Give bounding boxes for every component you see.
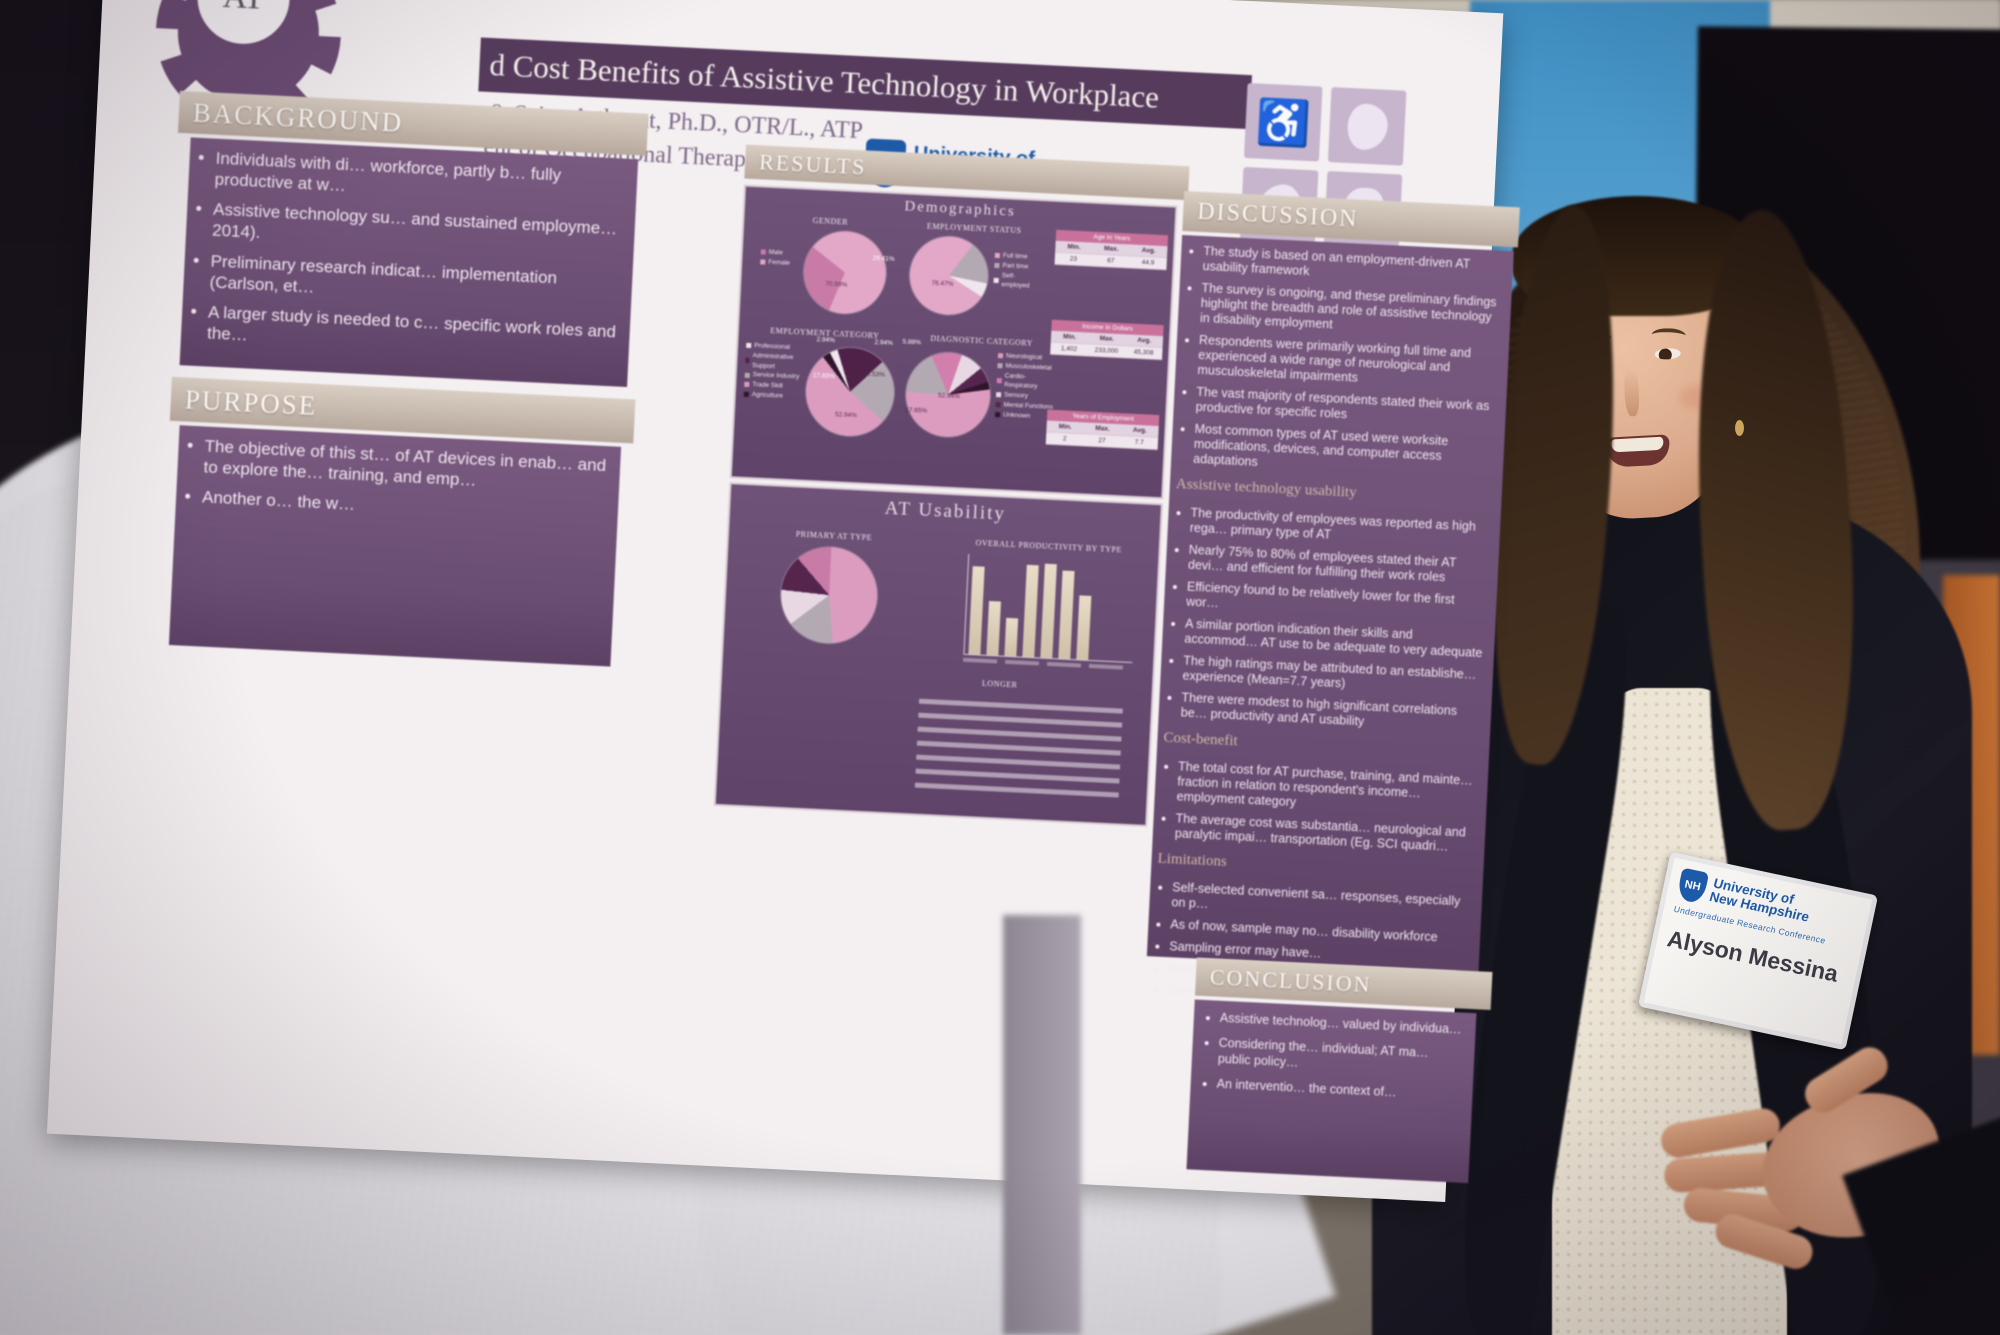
age-table: Age In Years Min. Max. Avg. 23 67 44.9 bbox=[1054, 229, 1169, 271]
productivity-bar-chart bbox=[963, 553, 1138, 664]
background-section: Individuals with di… workforce, partly b… bbox=[179, 137, 639, 388]
bullet: Individuals with di… workforce, partly b… bbox=[214, 149, 626, 210]
diagnostic-category-chart: DIAGNOSTIC CATEGORY Neurological Musculo… bbox=[901, 333, 1057, 442]
bullet: The high ratings may be attributed to an… bbox=[1182, 654, 1485, 699]
employment-status-chart: EMPLOYMENT STATUS Full time Part time Se… bbox=[894, 220, 1044, 330]
bullet: Efficiency found to be relatively lower … bbox=[1186, 580, 1489, 625]
employment-status-legend: Full time Part time Self-employed bbox=[993, 251, 1043, 292]
bullet: There were modest to high significant co… bbox=[1180, 690, 1483, 735]
bullet: Assistive technology su… and sustained e… bbox=[212, 200, 624, 261]
smiling-mouth bbox=[1605, 434, 1671, 468]
unh-shield-icon: NH bbox=[1676, 867, 1710, 905]
nose bbox=[1623, 367, 1640, 417]
purpose-section: The objective of this st… of AT devices … bbox=[168, 425, 622, 667]
earring bbox=[1735, 420, 1744, 436]
bullet: Assistive technolog… valued by individua… bbox=[1220, 1011, 1464, 1038]
hand-icon bbox=[1327, 87, 1407, 166]
bullet: Most common types of AT used were worksi… bbox=[1193, 422, 1497, 482]
demographics-panel: Demographics GENDER Male Female 70.59% 2… bbox=[729, 184, 1178, 500]
productivity-chart-title: OVERALL PRODUCTIVITY BY TYPE bbox=[975, 538, 1123, 555]
poster-stand-edge bbox=[1003, 915, 1081, 1335]
eye bbox=[1654, 347, 1681, 361]
research-poster: AT d Cost Benefits of Assistive Technolo… bbox=[46, 0, 1520, 1202]
employment-category-chart: EMPLOYMENT CATEGORY Professional Adminis… bbox=[743, 325, 910, 452]
bullet: Self-selected convenient sa… responses, … bbox=[1171, 880, 1474, 925]
discussion-section: The study is based on an employment-driv… bbox=[1146, 234, 1514, 1005]
conclusion-section: Assistive technolog… valued by individua… bbox=[1186, 999, 1477, 1184]
bullet: Nearly 75% to 80% of employees stated th… bbox=[1188, 543, 1491, 588]
bullet: An interventio… the context of… bbox=[1216, 1076, 1460, 1103]
employment-category-pie bbox=[790, 332, 910, 452]
income-table: Income In Dollars Min. Max. Avg. 1,402 233,… bbox=[1050, 319, 1164, 361]
likert-title-fragment: LONGER bbox=[981, 678, 1018, 690]
eyebrow bbox=[1651, 327, 1686, 343]
primary-at-type-title: PRIMARY AT TYPE bbox=[795, 529, 873, 543]
bullet: The study is based on an employment-driv… bbox=[1202, 244, 1505, 289]
wheelchair-icon: ♿ bbox=[1243, 82, 1323, 162]
gender-chart: GENDER Male Female 70.59% 29.41% bbox=[760, 213, 899, 327]
bullet: A similar portion indication their skill… bbox=[1184, 617, 1487, 662]
bullet: A larger study is needed to c… specific … bbox=[207, 303, 619, 364]
likert-rows bbox=[896, 689, 1141, 808]
gender-pie bbox=[791, 218, 899, 327]
bullet: The average cost was substantia… neurolo… bbox=[1174, 811, 1477, 856]
years-employment-table: Years of Employment Min. Max. Avg. 2 27 7.7 bbox=[1045, 409, 1160, 451]
employment-category-legend: Professional Administrative Support Serv… bbox=[743, 341, 805, 402]
bullet: The survey is ongoing, and these prelimi… bbox=[1200, 281, 1504, 341]
bullet: Respondents were primarily working full … bbox=[1197, 333, 1501, 393]
bullet: The objective of this st… of AT devices … bbox=[203, 436, 609, 497]
at-usability-panel: AT Usability PRIMARY AT TYPE OVERALL PRO… bbox=[713, 482, 1163, 827]
gender-legend: Male Female bbox=[760, 247, 791, 268]
bullet: Preliminary research indicat… implementa… bbox=[209, 251, 621, 312]
bullet: The productivity of employees was report… bbox=[1189, 506, 1492, 551]
bullet: Considering the… individual; AT ma… publ… bbox=[1218, 1036, 1463, 1078]
bullet: The total cost for AT purchase, training… bbox=[1176, 759, 1480, 819]
primary-at-type-pie bbox=[778, 544, 880, 646]
employment-status-pie bbox=[894, 221, 1003, 330]
bullet: The vast majority of respondents stated … bbox=[1195, 385, 1498, 430]
